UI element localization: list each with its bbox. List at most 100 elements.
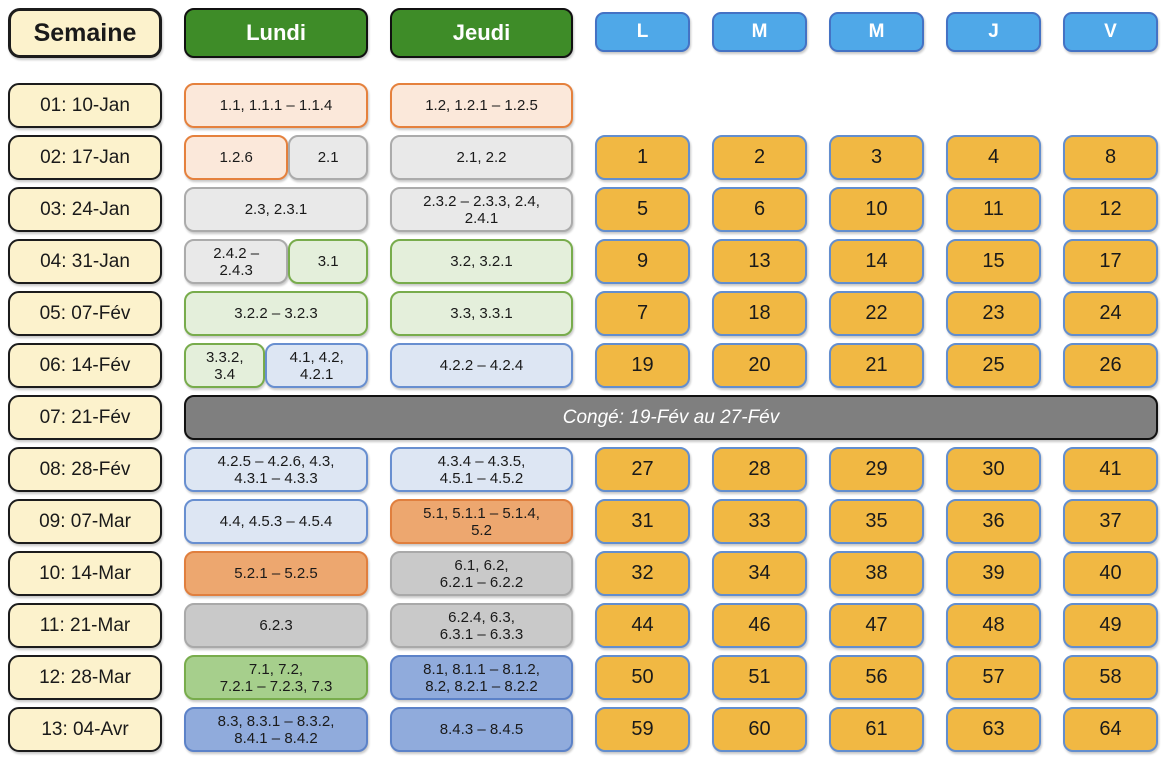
week-label: 10: 14-Mar [8, 551, 162, 596]
day-number-cell: 10 [829, 187, 924, 232]
topic-cell-jeudi: 8.1, 8.1.1 – 8.1.2, 8.2, 8.2.1 – 8.2.2 [390, 655, 573, 700]
day-number-cell: 38 [829, 551, 924, 596]
day-number-cell: 31 [595, 499, 690, 544]
schedule-header-row: Semaine Lundi Jeudi L M M J V [8, 8, 1170, 58]
week-label: 08: 28-Fév [8, 447, 162, 492]
topic-cell-jeudi: 3.3, 3.3.1 [390, 291, 573, 336]
day-number-cell: 9 [595, 239, 690, 284]
topic-cell-lundi: 3.3.2, 3.4 [184, 343, 266, 388]
topic-cell-lundi: 4.1, 4.2, 4.2.1 [265, 343, 368, 388]
day-number-cell: 56 [829, 655, 924, 700]
topic-cell-lundi: 4.2.5 – 4.2.6, 4.3, 4.3.1 – 4.3.3 [184, 447, 368, 492]
day-number-cell: 30 [946, 447, 1041, 492]
week-label: 09: 07-Mar [8, 499, 162, 544]
day-number-cell: 8 [1063, 135, 1158, 180]
topic-cell-jeudi: 4.2.2 – 4.2.4 [390, 343, 573, 388]
topic-cell-lundi: 2.4.2 – 2.4.3 [184, 239, 289, 284]
day-number-cell: 13 [712, 239, 807, 284]
week-label: 07: 21-Fév [8, 395, 162, 440]
topic-cell-jeudi: 6.2.4, 6.3, 6.3.1 – 6.3.3 [390, 603, 573, 648]
topic-cell-lundi: 1.2.6 [184, 135, 289, 180]
topic-cell-jeudi: 2.1, 2.2 [390, 135, 573, 180]
day-number-cell: 2 [712, 135, 807, 180]
topic-cell-lundi: 3.2.2 – 3.2.3 [184, 291, 368, 336]
day-number-cell: 41 [1063, 447, 1158, 492]
topic-cell-lundi: 4.4, 4.5.3 – 4.5.4 [184, 499, 368, 544]
day-number-cell: 27 [595, 447, 690, 492]
day-number-cell: 7 [595, 291, 690, 336]
topic-cell-lundi: 1.1, 1.1.1 – 1.1.4 [184, 83, 368, 128]
day-number-cell: 1 [595, 135, 690, 180]
conge-bar: Congé: 19-Fév au 27-Fév [184, 395, 1158, 440]
day-number-cell: 32 [595, 551, 690, 596]
topic-cell-lundi: 3.1 [288, 239, 368, 284]
day-number-cell: 18 [712, 291, 807, 336]
weekday-header-l: L [595, 12, 690, 52]
day-number-cell: 14 [829, 239, 924, 284]
schedule-rows: 01: 10-Jan 1.1, 1.1.1 – 1.1.4 1.2, 1.2.1 –… [8, 83, 1170, 752]
topic-cell-lundi: 2.1 [288, 135, 368, 180]
day-number-cell: 11 [946, 187, 1041, 232]
day-number-cell: 49 [1063, 603, 1158, 648]
week-label: 13: 04-Avr [8, 707, 162, 752]
day-number-cell: 36 [946, 499, 1041, 544]
day-number-cell: 12 [1063, 187, 1158, 232]
day-number-cell: 60 [712, 707, 807, 752]
day-number-cell: 24 [1063, 291, 1158, 336]
week-label: 01: 10-Jan [8, 83, 162, 128]
day-number-cell: 25 [946, 343, 1041, 388]
day-number-cell: 46 [712, 603, 807, 648]
day-number-cell: 64 [1063, 707, 1158, 752]
topic-cell-jeudi: 3.2, 3.2.1 [390, 239, 573, 284]
weekday-header-j: J [946, 12, 1041, 52]
day-number-cell: 48 [946, 603, 1041, 648]
topic-cell-lundi: 2.3, 2.3.1 [184, 187, 368, 232]
day-number-cell: 51 [712, 655, 807, 700]
week-label: 02: 17-Jan [8, 135, 162, 180]
weekday-header-m2: M [829, 12, 924, 52]
topic-cell-jeudi: 6.1, 6.2, 6.2.1 – 6.2.2 [390, 551, 573, 596]
week-label: 05: 07-Fév [8, 291, 162, 336]
day-number-cell: 22 [829, 291, 924, 336]
day-number-cell: 34 [712, 551, 807, 596]
topic-cell-lundi: 8.3, 8.3.1 – 8.3.2, 8.4.1 – 8.4.2 [184, 707, 368, 752]
day-number-cell: 59 [595, 707, 690, 752]
day-number-cell: 6 [712, 187, 807, 232]
day-number-cell: 50 [595, 655, 690, 700]
lundi-header: Lundi [184, 8, 368, 58]
day-number-cell: 39 [946, 551, 1041, 596]
day-number-cell: 5 [595, 187, 690, 232]
day-number-cell: 28 [712, 447, 807, 492]
day-number-cell: 57 [946, 655, 1041, 700]
day-number-cell: 26 [1063, 343, 1158, 388]
topic-cell-lundi: 5.2.1 – 5.2.5 [184, 551, 368, 596]
topic-cell-jeudi: 1.2, 1.2.1 – 1.2.5 [390, 83, 573, 128]
day-number-cell: 3 [829, 135, 924, 180]
topic-cell-lundi-split: 3.3.2, 3.4 4.1, 4.2, 4.2.1 [184, 343, 368, 388]
day-number-cell: 33 [712, 499, 807, 544]
week-label: 06: 14-Fév [8, 343, 162, 388]
day-number-cell: 23 [946, 291, 1041, 336]
topic-cell-jeudi: 8.4.3 – 8.4.5 [390, 707, 573, 752]
day-number-cell: 4 [946, 135, 1041, 180]
day-number-cell: 47 [829, 603, 924, 648]
weekday-header-m1: M [712, 12, 807, 52]
day-number-cell: 17 [1063, 239, 1158, 284]
week-label: 03: 24-Jan [8, 187, 162, 232]
day-number-cell: 35 [829, 499, 924, 544]
day-number-cell: 21 [829, 343, 924, 388]
day-number-cell: 44 [595, 603, 690, 648]
topic-cell-lundi-split: 1.2.6 2.1 [184, 135, 368, 180]
topic-cell-lundi: 6.2.3 [184, 603, 368, 648]
day-number-cell: 63 [946, 707, 1041, 752]
week-label: 12: 28-Mar [8, 655, 162, 700]
topic-cell-lundi-split: 2.4.2 – 2.4.3 3.1 [184, 239, 368, 284]
day-number-cell: 20 [712, 343, 807, 388]
topic-cell-jeudi: 5.1, 5.1.1 – 5.1.4, 5.2 [390, 499, 573, 544]
topic-cell-jeudi: 4.3.4 – 4.3.5, 4.5.1 – 4.5.2 [390, 447, 573, 492]
topic-cell-lundi: 7.1, 7.2, 7.2.1 – 7.2.3, 7.3 [184, 655, 368, 700]
jeudi-header: Jeudi [390, 8, 573, 58]
day-number-cell: 29 [829, 447, 924, 492]
day-number-cell: 61 [829, 707, 924, 752]
